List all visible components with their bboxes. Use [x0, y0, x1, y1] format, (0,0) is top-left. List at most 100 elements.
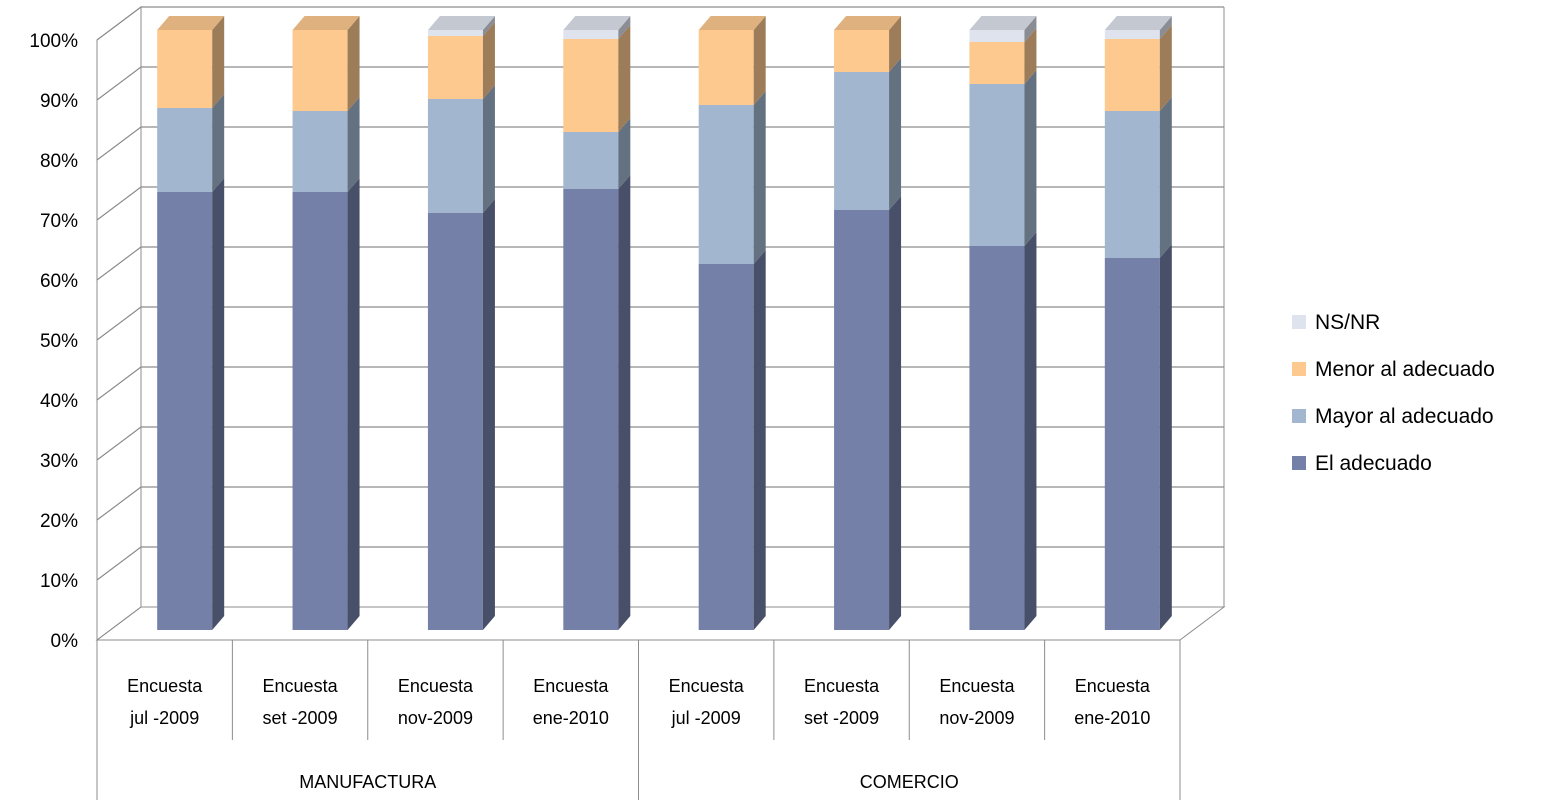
bar-segment-side	[1024, 70, 1037, 246]
y-tick-label: 10%	[40, 571, 78, 592]
axes	[95, 6, 1226, 800]
y-tick-label: 50%	[40, 331, 78, 352]
y-tick-label: 80%	[40, 151, 78, 172]
bar-segment-el-adecuado	[157, 192, 213, 630]
category-label: Encuesta nov-2009	[398, 676, 474, 728]
group-label: MANUFACTURA	[299, 772, 436, 792]
category-label: Encuesta ene-2010	[533, 676, 610, 728]
legend-swatch	[1292, 362, 1306, 376]
y-tick-label: 0%	[51, 631, 79, 652]
bar-segment-menor-al-adecuado	[292, 30, 348, 111]
bar-segment-el-adecuado	[427, 213, 483, 630]
bar-segment-el-adecuado	[698, 264, 754, 630]
gridline	[96, 6, 1224, 41]
bar-segment-side	[482, 16, 495, 36]
category-label: Encuesta set -2009	[804, 676, 880, 728]
bar-segment-ns-nr	[563, 30, 619, 39]
bars	[157, 16, 1172, 630]
bar-top	[563, 16, 631, 30]
bar-segment-el-adecuado	[563, 189, 619, 630]
y-tick-label: 30%	[40, 451, 78, 472]
bar-segment-side	[889, 196, 902, 630]
bar-segment-side	[889, 58, 902, 210]
y-tick-label: 100%	[29, 31, 78, 52]
bar-segment-menor-al-adecuado	[834, 30, 890, 72]
bar-segment-el-adecuado	[969, 246, 1025, 630]
bar-segment-side	[212, 16, 225, 108]
floor	[95, 606, 1226, 641]
bar-segment-side	[1024, 16, 1037, 42]
legend-swatch	[1292, 409, 1306, 423]
bar-segment-menor-al-adecuado	[1104, 39, 1160, 111]
bar-top	[292, 16, 360, 30]
legend-swatch	[1292, 315, 1306, 329]
legend-label: El adecuado	[1315, 452, 1432, 475]
bar-segment-mayor-al-adecuado	[698, 105, 754, 264]
bar-segment-mayor-al-adecuado	[427, 99, 483, 213]
category-label: Encuesta set -2009	[263, 676, 339, 728]
bar-segment-side	[618, 25, 631, 132]
bar-segment-side	[1159, 16, 1172, 39]
bar-segment-side	[1024, 28, 1037, 84]
gridline	[96, 486, 1224, 521]
bar-segment-side	[482, 22, 495, 99]
bar-segment-side	[618, 118, 631, 189]
bar-segment-side	[618, 175, 631, 630]
gridline	[96, 546, 1224, 581]
bar-segment-side	[482, 85, 495, 213]
y-tick-label: 70%	[40, 211, 78, 232]
bar-segment-menor-al-adecuado	[427, 36, 483, 99]
gridline	[96, 66, 1224, 101]
bar-top	[427, 16, 495, 30]
bar-segment-el-adecuado	[834, 210, 890, 630]
bar-segment-ns-nr	[427, 30, 483, 36]
bar-segment-ns-nr	[969, 30, 1025, 42]
bar-segment-side	[889, 16, 902, 72]
category-label: Encuesta nov-2009	[939, 676, 1015, 728]
bar-segment-side	[212, 94, 225, 192]
legend-swatch	[1292, 456, 1306, 470]
bar-segment-mayor-al-adecuado	[157, 108, 213, 192]
bar-segment-menor-al-adecuado	[157, 30, 213, 108]
bar-top	[1104, 16, 1172, 30]
bar-segment-menor-al-adecuado	[563, 39, 619, 132]
bar-segment-mayor-al-adecuado	[563, 132, 619, 189]
bar-segment-menor-al-adecuado	[969, 42, 1025, 84]
group-label: COMERCIO	[860, 772, 959, 792]
bar-segment-el-adecuado	[1104, 258, 1160, 630]
bar-top	[969, 16, 1037, 30]
legend: NS/NR Menor al adecuado Mayor al adecuado E…	[1292, 311, 1495, 475]
bar-top	[834, 16, 902, 30]
bar-segment-el-adecuado	[292, 192, 348, 630]
bar-segment-menor-al-adecuado	[698, 30, 754, 105]
bar-segment-mayor-al-adecuado	[292, 111, 348, 192]
bar-segment-side	[347, 178, 360, 630]
bar-top	[698, 16, 766, 30]
bar-segment-side	[1024, 232, 1037, 630]
category-label: Encuesta ene-2010	[1074, 676, 1151, 728]
y-tick-label: 90%	[40, 91, 78, 112]
bar-segment-side	[347, 16, 360, 111]
x-axis-category-labels: Encuesta jul -2009 Encuesta set -2009 Encues…	[127, 676, 1151, 792]
bar-segment-ns-nr	[1104, 30, 1160, 39]
y-axis-tick-labels: 0% 10% 20% 30% 40% 50% 60% 70% 80% 90% 100%	[29, 31, 78, 652]
legend-label: NS/NR	[1315, 311, 1380, 334]
bar-top	[157, 16, 225, 30]
category-label: Encuesta jul -2009	[669, 676, 745, 728]
bar-segment-side	[1159, 25, 1172, 111]
category-label: Encuesta jul -2009	[127, 676, 203, 728]
bar-segment-side	[753, 16, 766, 105]
gridline	[96, 126, 1224, 161]
y-tick-label: 60%	[40, 271, 78, 292]
bar-segment-mayor-al-adecuado	[969, 84, 1025, 246]
gridlines	[96, 6, 1224, 581]
gridline	[96, 426, 1224, 461]
bar-segment-side	[753, 91, 766, 264]
legend-label: Menor al adecuado	[1315, 358, 1495, 381]
bar-segment-side	[1159, 97, 1172, 258]
gridline	[96, 186, 1224, 221]
gridline	[96, 246, 1224, 281]
bar-segment-side	[347, 97, 360, 192]
gridline	[96, 306, 1224, 341]
